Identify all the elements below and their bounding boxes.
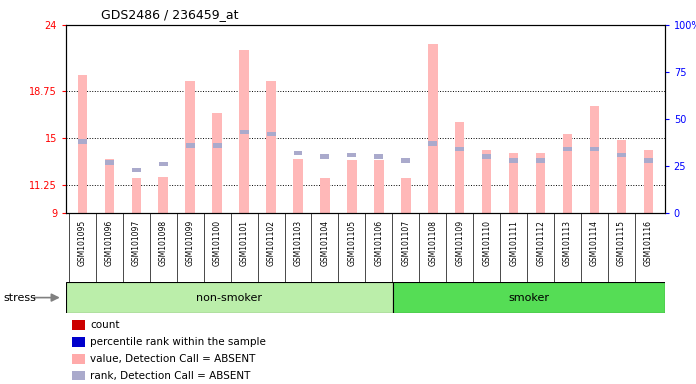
- Text: GSM101104: GSM101104: [320, 220, 329, 266]
- Text: GSM101114: GSM101114: [590, 220, 599, 266]
- Text: GSM101100: GSM101100: [212, 220, 221, 266]
- Bar: [294, 151, 303, 155]
- Text: GSM101102: GSM101102: [267, 220, 276, 266]
- Text: GSM101105: GSM101105: [347, 220, 356, 266]
- Text: GSM101103: GSM101103: [294, 220, 303, 266]
- Bar: [212, 113, 222, 213]
- Text: non-smoker: non-smoker: [196, 293, 262, 303]
- Bar: [536, 158, 545, 163]
- Bar: [66, 282, 393, 313]
- Bar: [320, 154, 329, 159]
- Bar: [347, 161, 356, 213]
- Text: GSM101096: GSM101096: [105, 220, 113, 266]
- Bar: [590, 106, 599, 213]
- Bar: [159, 162, 168, 166]
- Bar: [509, 153, 519, 213]
- Bar: [185, 81, 195, 213]
- Bar: [393, 282, 665, 313]
- Text: GSM101111: GSM101111: [509, 220, 519, 266]
- Bar: [132, 178, 141, 213]
- Bar: [105, 160, 113, 164]
- Bar: [72, 354, 86, 364]
- Bar: [617, 152, 626, 157]
- Text: GSM101109: GSM101109: [455, 220, 464, 266]
- Text: GSM101098: GSM101098: [159, 220, 168, 266]
- Bar: [455, 147, 464, 151]
- Bar: [104, 159, 114, 213]
- Bar: [320, 178, 330, 213]
- Text: GSM101110: GSM101110: [482, 220, 491, 266]
- Bar: [267, 132, 276, 136]
- Text: smoker: smoker: [508, 293, 549, 303]
- Text: GDS2486 / 236459_at: GDS2486 / 236459_at: [101, 8, 239, 21]
- Text: GSM101112: GSM101112: [536, 220, 545, 266]
- Bar: [374, 161, 383, 213]
- Text: GSM101115: GSM101115: [617, 220, 626, 266]
- Bar: [536, 153, 546, 213]
- Bar: [159, 177, 168, 213]
- Text: GSM101097: GSM101097: [132, 220, 141, 266]
- Text: count: count: [90, 320, 120, 330]
- Bar: [617, 141, 626, 213]
- Bar: [509, 158, 519, 163]
- Text: GSM101106: GSM101106: [374, 220, 383, 266]
- Text: value, Detection Call = ABSENT: value, Detection Call = ABSENT: [90, 354, 255, 364]
- Bar: [72, 337, 86, 347]
- Text: GSM101116: GSM101116: [644, 220, 653, 266]
- Bar: [132, 168, 141, 172]
- Bar: [401, 178, 411, 213]
- Text: GSM101113: GSM101113: [563, 220, 572, 266]
- Bar: [212, 143, 221, 147]
- Bar: [77, 75, 87, 213]
- Bar: [590, 147, 599, 151]
- Bar: [267, 81, 276, 213]
- Text: GSM101099: GSM101099: [186, 220, 195, 266]
- Text: GSM101101: GSM101101: [239, 220, 248, 266]
- Text: GSM101108: GSM101108: [428, 220, 437, 266]
- Bar: [563, 147, 572, 151]
- Bar: [482, 154, 491, 159]
- Bar: [563, 134, 572, 213]
- Text: percentile rank within the sample: percentile rank within the sample: [90, 337, 266, 347]
- Bar: [72, 371, 86, 380]
- Bar: [482, 151, 491, 213]
- Bar: [293, 159, 303, 213]
- Text: rank, Detection Call = ABSENT: rank, Detection Call = ABSENT: [90, 371, 251, 381]
- Bar: [347, 152, 356, 157]
- Bar: [72, 321, 86, 330]
- Bar: [428, 141, 437, 146]
- Bar: [186, 143, 195, 147]
- Text: stress: stress: [3, 293, 36, 303]
- Text: GSM101107: GSM101107: [402, 220, 411, 266]
- Text: GSM101095: GSM101095: [78, 220, 87, 266]
- Bar: [239, 50, 248, 213]
- Bar: [78, 139, 87, 144]
- Bar: [644, 151, 654, 213]
- Bar: [644, 158, 653, 163]
- Bar: [428, 44, 438, 213]
- Bar: [374, 154, 383, 159]
- Bar: [239, 130, 248, 134]
- Bar: [402, 158, 411, 163]
- Bar: [455, 122, 464, 213]
